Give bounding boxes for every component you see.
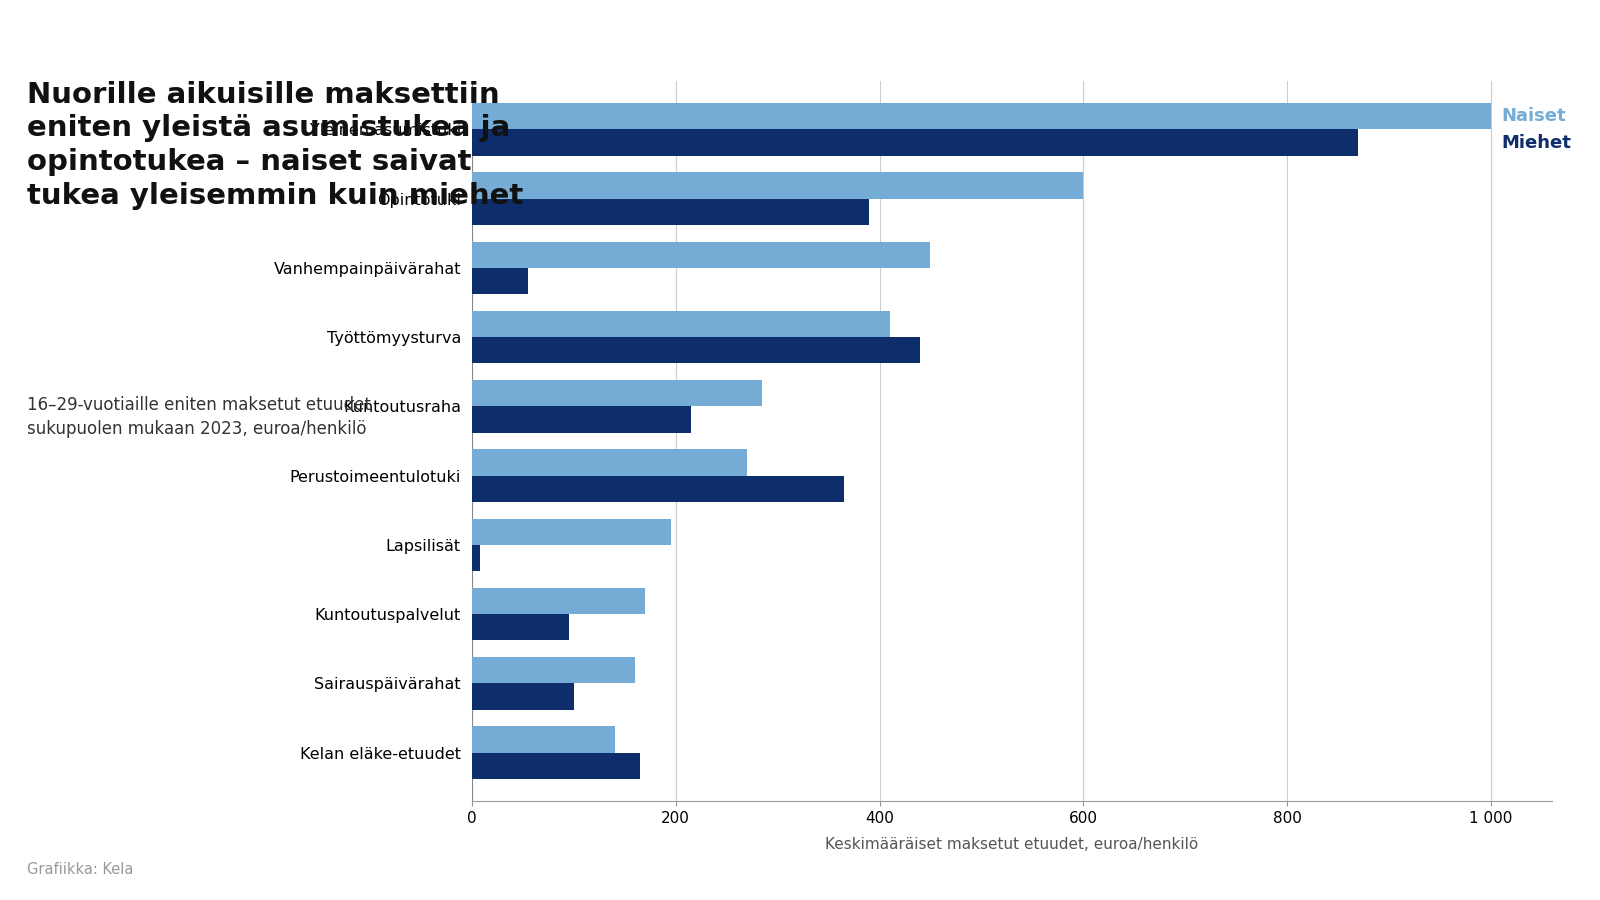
Bar <box>472 241 931 268</box>
Text: Naiset: Naiset <box>1501 107 1566 125</box>
Bar <box>472 104 1491 130</box>
X-axis label: Keskimääräiset maksetut etuudet, euroa/henkilö: Keskimääräiset maksetut etuudet, euroa/h… <box>826 837 1198 851</box>
Bar <box>472 544 480 572</box>
Bar <box>472 130 1358 156</box>
Bar <box>472 380 762 407</box>
Bar <box>472 199 869 225</box>
Bar <box>472 268 528 294</box>
Text: Miehet: Miehet <box>1501 133 1571 151</box>
Bar <box>472 475 843 502</box>
Bar <box>472 683 574 709</box>
Text: 16–29-vuotiaille eniten maksetut etuudet
sukupuolen mukaan 2023, euroa/henkilö: 16–29-vuotiaille eniten maksetut etuudet… <box>27 396 371 437</box>
Bar <box>472 614 568 641</box>
Bar <box>472 338 920 364</box>
Bar <box>472 518 670 544</box>
Bar <box>472 657 635 683</box>
Bar <box>472 407 691 433</box>
Bar <box>472 310 890 338</box>
Bar <box>472 752 640 778</box>
Text: Nuorille aikuisille maksettiin
eniten yleistä asumistukea ja
opintotukea – naise: Nuorille aikuisille maksettiin eniten yl… <box>27 81 523 210</box>
Bar <box>472 449 747 475</box>
Bar <box>472 173 1083 199</box>
Bar <box>472 726 614 752</box>
Bar <box>472 588 645 614</box>
Text: Grafiikka: Kela: Grafiikka: Kela <box>27 862 133 878</box>
